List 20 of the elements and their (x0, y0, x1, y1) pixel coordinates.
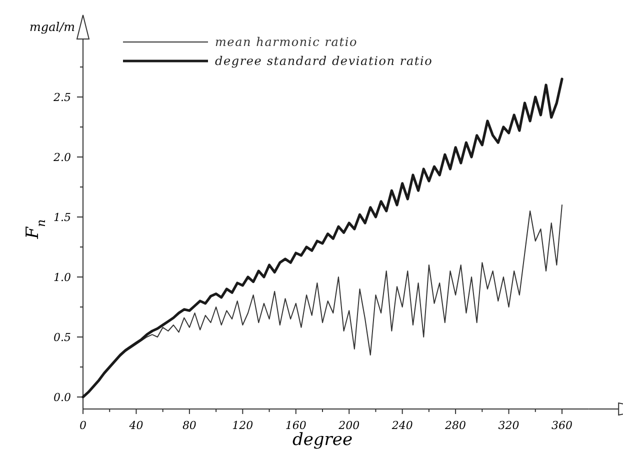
text: mean harmonic ratio (215, 35, 358, 49)
x-tick-label: 40 (128, 419, 144, 432)
x-tick-label: 120 (232, 419, 254, 432)
y-tick-label: 2.0 (52, 151, 71, 164)
x-tick-label: 80 (182, 419, 196, 432)
x-tick-label: 200 (338, 419, 360, 432)
y-tick-label: 0.5 (54, 331, 71, 344)
y-tick-label: 2.5 (52, 91, 71, 104)
x-tick-label: 360 (552, 419, 572, 432)
x-tick-label: 240 (390, 419, 413, 432)
y-tick-label: 1.0 (54, 271, 71, 284)
y-tick-label: 1.5 (54, 211, 71, 224)
x-tick-label: 320 (498, 419, 520, 432)
x-tick-label: 160 (285, 419, 306, 432)
y-tick-label: 0.0 (54, 391, 71, 404)
text: degree standard deviation ratio (215, 54, 433, 68)
text: mgal/m (30, 20, 75, 34)
x-tick-label: 280 (444, 419, 466, 432)
x-axis-title: degree (292, 430, 353, 450)
x-tick-label: 0 (80, 419, 86, 432)
